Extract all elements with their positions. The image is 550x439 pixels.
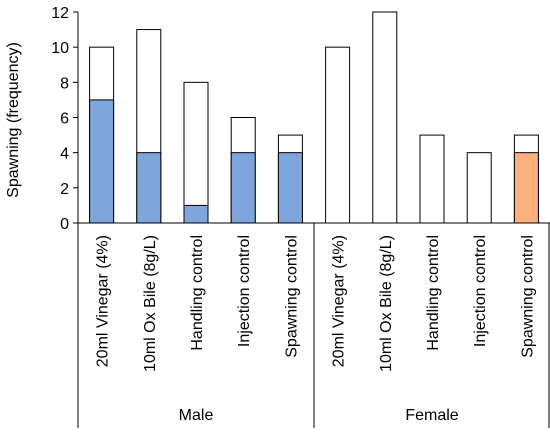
y-tick-label: 10 — [51, 40, 69, 57]
group-label: Female — [405, 407, 458, 424]
bar-filled — [513, 152, 539, 224]
x-tick-label: Injection control — [236, 235, 253, 347]
y-axis: 0 2 4 6 8 10 12 — [51, 5, 79, 233]
bar-total — [372, 11, 398, 224]
y-tick-label: 2 — [60, 181, 69, 198]
x-tick-label: 20ml Vinegar (4%) — [331, 235, 348, 367]
bar-total — [419, 134, 445, 224]
y-tick-label: 8 — [60, 75, 69, 92]
bar-filled — [136, 152, 162, 224]
x-tick-label: Handling control — [189, 235, 206, 351]
bar-total — [466, 152, 492, 224]
bar-total — [325, 46, 351, 224]
x-tick-label: Spawning control — [519, 235, 536, 358]
bar-filled — [89, 99, 115, 224]
y-tick-label: 12 — [51, 5, 69, 22]
x-tick-label: Spawning control — [283, 235, 300, 358]
x-tick-label: 10ml Ox Bile (8g/L) — [142, 235, 159, 372]
y-tick-label: 6 — [60, 111, 69, 128]
y-tick-label: 4 — [60, 146, 69, 163]
x-tick-label: 10ml Ox Bile (8g/L) — [378, 235, 395, 372]
bar-total — [183, 81, 209, 224]
bars — [89, 11, 539, 224]
bar-filled — [183, 204, 209, 224]
bar-filled — [230, 152, 256, 224]
x-tick-label: 20ml Vinegar (4%) — [95, 235, 112, 367]
x-axis: 20ml Vinegar (4%) 10ml Ox Bile (8g/L) Hand… — [77, 222, 550, 428]
bar-filled — [277, 152, 303, 224]
x-tick-label: Injection control — [472, 235, 489, 347]
y-tick-label: 0 — [60, 216, 69, 233]
group-label: Male — [179, 407, 214, 424]
y-axis-title: Spawning (frequency) — [5, 42, 22, 198]
x-tick-label: Handling control — [425, 235, 442, 351]
